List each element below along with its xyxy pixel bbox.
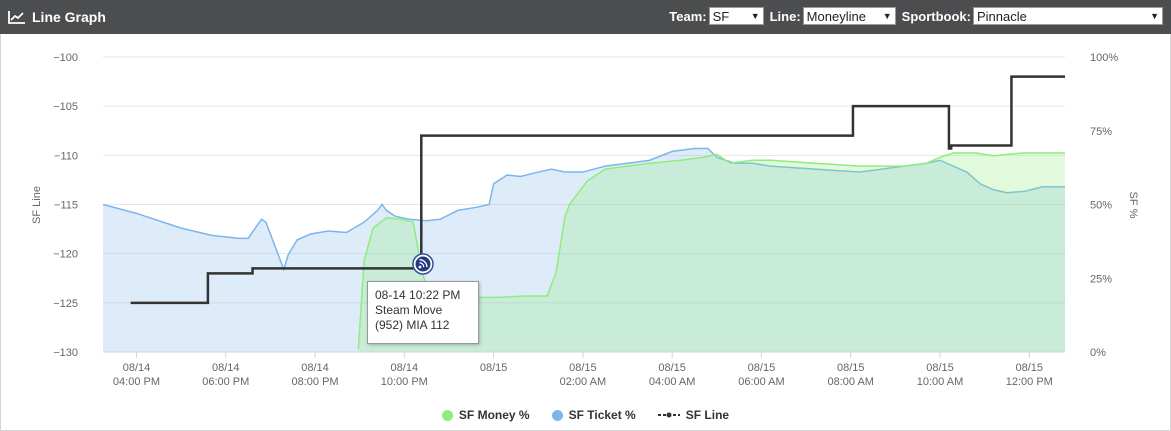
legend-item-line[interactable]: SF Line (657, 408, 730, 422)
x-tick-label: 06:00 AM (738, 376, 784, 388)
legend-item-money[interactable]: SF Money % (441, 408, 530, 422)
y-tick-label: −105 (53, 101, 78, 113)
legend-label: SF Line (685, 408, 730, 422)
team-select[interactable]: SF ▼ (708, 7, 764, 25)
steam-move-marker[interactable] (412, 253, 434, 275)
tooltip-time: 08-14 10:22 PM (375, 288, 461, 302)
x-tick-label: 06:00 PM (202, 376, 249, 388)
chevron-down-icon: ▼ (750, 11, 760, 21)
line-series (130, 75, 1065, 305)
x-tick-label: 08/15 (480, 362, 508, 374)
x-tick-label: 08/15 (569, 362, 597, 374)
x-tick-label: 08/14 (123, 362, 151, 374)
y-tick-label: −100 (53, 52, 78, 64)
y-tick-label: −125 (53, 298, 78, 310)
y-right-tick-label: 25% (1090, 273, 1112, 285)
line-chart: −100 −105 −110 −115 −120 −125 −130 100% 75% 50% 2… (31, 52, 1139, 388)
series-area (358, 152, 1066, 352)
x-tick-label: 12:00 PM (1006, 376, 1053, 388)
legend-line-icon (657, 412, 680, 418)
y-axis-left-label: SF Line (31, 186, 43, 224)
sf-line-step (130, 75, 1065, 305)
sportsbook-select-value: Pinnacle (977, 8, 1027, 24)
y-right-tick-label: 0% (1090, 347, 1106, 359)
y-right-tick-label: 100% (1090, 52, 1118, 64)
line-label: Line: (769, 8, 801, 24)
x-tick-label: 08/15 (748, 362, 776, 374)
x-tick-label: 08/14 (301, 362, 329, 374)
team-select-value: SF (712, 8, 730, 24)
x-tick-label: 04:00 AM (649, 376, 695, 388)
team-label: Team: (669, 8, 707, 24)
y-tick-label: −115 (54, 200, 78, 212)
line-select-value: Moneyline (806, 8, 866, 24)
y-tick-label: −110 (54, 150, 78, 162)
chart-title: Line Graph (8, 9, 106, 25)
chart-title-text: Line Graph (32, 9, 106, 25)
series-area (103, 148, 1065, 352)
x-tick-label: 04:00 PM (113, 376, 160, 388)
tooltip-detail: (952) MIA 112 (375, 318, 450, 332)
series-areas (102, 147, 1066, 352)
legend-item-ticket[interactable]: SF Ticket % (551, 408, 636, 422)
x-tick-label: 08/14 (212, 362, 240, 374)
x-tick-label: 08/15 (926, 362, 954, 374)
y-axis-right-label: SF % (1127, 192, 1139, 219)
legend-label: SF Money % (458, 408, 530, 422)
chart-header: Line Graph Team: SF ▼ Line: Moneyline ▼ Sp… (0, 0, 1171, 34)
sportsbook-select[interactable]: Pinnacle ▼ (973, 7, 1163, 25)
chevron-down-icon: ▼ (1150, 11, 1159, 21)
y-right-tick-label: 50% (1090, 200, 1112, 212)
x-axis: 08/14 04:00 PM 08/14 06:00 PM 08/14 08:00 PM 0… (103, 351, 1065, 388)
filter-controls: Team: SF ▼ Line: Moneyline ▼ Sportbook: Pi… (663, 7, 1163, 25)
x-tick-label: 10:00 AM (917, 376, 963, 388)
x-tick-label: 08/15 (1016, 362, 1044, 374)
line-graph-icon (8, 11, 25, 24)
chart-tooltip: 08-14 10:22 PM Steam Move (952) MIA 112 (367, 281, 479, 344)
tooltip-event: Steam Move (375, 303, 443, 317)
x-tick-label: 08:00 PM (291, 376, 338, 388)
line-select[interactable]: Moneyline ▼ (802, 7, 896, 25)
x-tick-label: 08/14 (391, 362, 419, 374)
legend-label: SF Ticket % (568, 408, 636, 422)
legend-dot (441, 409, 453, 421)
x-tick-label: 02:00 AM (560, 376, 606, 388)
y-right-tick-label: 75% (1090, 126, 1112, 138)
chart-legend: SF Money % SF Ticket % SF Line (0, 408, 1171, 422)
x-tick-label: 08:00 AM (827, 376, 873, 388)
chevron-down-icon: ▼ (882, 11, 892, 21)
y-tick-label: −130 (53, 347, 78, 359)
x-tick-label: 08/15 (837, 362, 865, 374)
y-axis-left: −100 −105 −110 −115 −120 −125 −130 (53, 52, 78, 359)
legend-dot (551, 409, 563, 421)
x-tick-label: 08/15 (658, 362, 686, 374)
y-axis-right: 100% 75% 50% 25% 0% (1090, 52, 1118, 359)
sportsbook-label: Sportbook: (901, 8, 971, 24)
x-tick-label: 10:00 PM (381, 376, 428, 388)
y-tick-label: −120 (53, 249, 78, 261)
